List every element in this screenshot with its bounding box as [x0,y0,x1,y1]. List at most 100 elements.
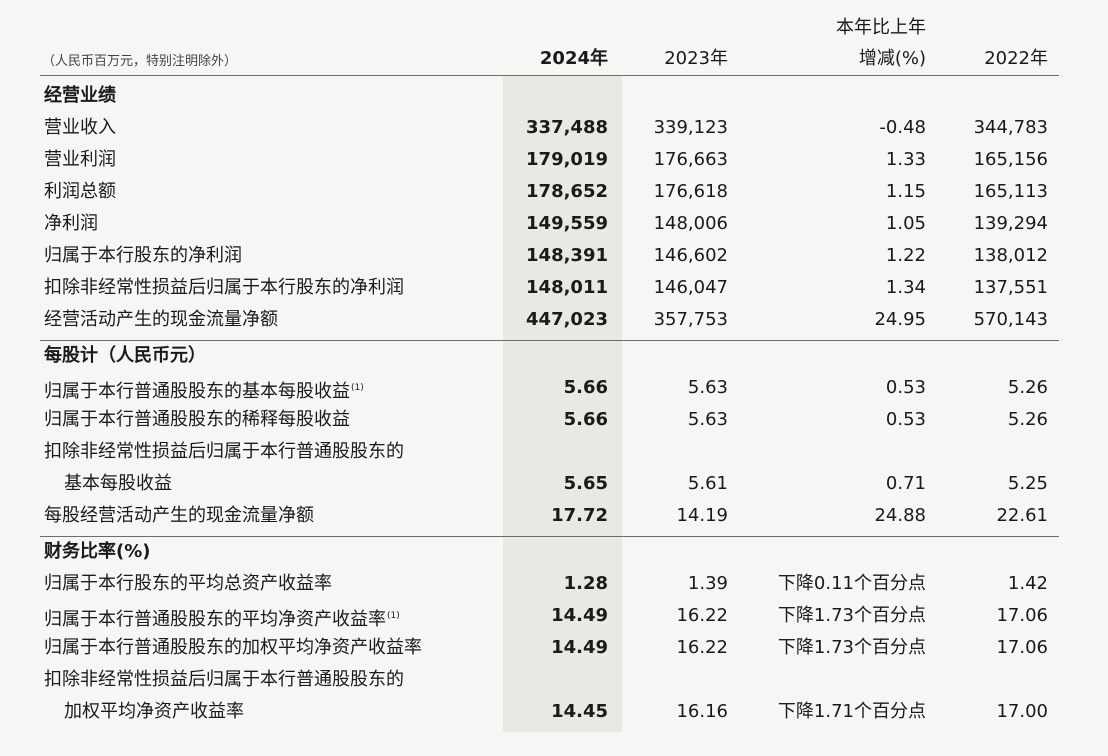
value-change: 下降1.73个百分点 [777,637,926,658]
row-label: 基本每股收益 [64,473,172,494]
row-label: 归属于本行股东的净利润 [44,245,242,266]
divider-line [40,75,1059,76]
table-row: 营业利润 179,019 176,663 1.33 165,156 [0,144,1108,176]
row-label: 营业利润 [44,149,116,170]
value-change: 1.34 [885,277,926,298]
value-2023: 176,663 [653,149,728,170]
value-change: 1.33 [885,149,926,170]
row-label: 每股经营活动产生的现金流量净额 [44,505,314,526]
divider-line [40,340,1059,341]
value-2024: 447,023 [526,309,608,330]
unit-note: （人民币百万元，特别注明除外） [42,54,238,69]
row-label: 归属于本行普通股股东的平均净资产收益率(1) [44,609,400,630]
row-label: 利润总额 [44,181,116,202]
value-2023: 357,753 [653,309,728,330]
row-label: 营业收入 [44,117,116,138]
section-header: 财务比率(%) [0,536,1108,568]
value-change: 0.71 [885,473,926,494]
column-header-change-line1: 本年比上年 [836,17,926,38]
footnote-marker: (1) [387,611,400,621]
value-2024: 148,391 [526,245,608,266]
value-2023: 146,047 [653,277,728,298]
value-change: 1.15 [885,181,926,202]
value-2022: 138,012 [973,245,1048,266]
table-row: 扣除非经常性损益后归属于本行股东的净利润 148,011 146,047 1.34 13… [0,272,1108,304]
row-label: 扣除非经常性损益后归属于本行股东的净利润 [44,277,404,298]
column-header-2023: 2023年 [664,48,728,69]
table-row: 营业收入 337,488 339,123 -0.48 344,783 [0,112,1108,144]
row-label: 归属于本行普通股股东的基本每股收益(1) [44,381,364,402]
table-row: 加权平均净资产收益率 14.45 16.16 下降1.71个百分点 17.00 [0,696,1108,728]
value-2022: 5.26 [1007,409,1048,430]
value-change: 24.95 [874,309,926,330]
table-row: 经营活动产生的现金流量净额 447,023 357,753 24.95 570,143 [0,304,1108,336]
table-row: 归属于本行普通股股东的加权平均净资产收益率 14.49 16.22 下降1.73个百分… [0,632,1108,664]
value-2022: 165,113 [973,181,1048,202]
value-2024: 1.28 [563,573,608,594]
value-2024: 5.66 [563,377,608,398]
section-header: 每股计（人民币元） [0,340,1108,372]
value-2022: 22.61 [996,505,1048,526]
value-2023: 5.63 [687,409,728,430]
current-year-highlight [503,76,622,732]
row-label: 加权平均净资产收益率 [64,701,244,722]
value-2022: 17.00 [996,701,1048,722]
table-row: 归属于本行普通股股东的基本每股收益(1) 5.66 5.63 0.53 5.26 [0,372,1108,404]
value-2023: 1.39 [687,573,728,594]
section-title: 财务比率(%) [44,541,151,562]
section-title: 每股计（人民币元） [44,345,206,366]
value-change: 0.53 [885,377,926,398]
value-2022: 344,783 [973,117,1048,138]
value-2022: 17.06 [996,605,1048,626]
value-2022: 5.25 [1007,473,1048,494]
table-row-label-line: 扣除非经常性损益后归属于本行普通股股东的 [0,664,1108,696]
row-label: 归属于本行普通股股东的稀释每股收益 [44,409,350,430]
row-label: 归属于本行普通股股东的加权平均净资产收益率 [44,637,422,658]
value-2023: 5.61 [687,473,728,494]
value-change: -0.48 [879,117,926,138]
value-2024: 5.66 [563,409,608,430]
value-2024: 5.65 [563,473,608,494]
value-2023: 339,123 [653,117,728,138]
value-2022: 17.06 [996,637,1048,658]
divider-line [40,536,1059,537]
value-2022: 5.26 [1007,377,1048,398]
value-change: 下降0.11个百分点 [777,573,926,594]
value-2023: 146,602 [653,245,728,266]
value-2024: 179,019 [526,149,608,170]
column-header-2024: 2024年 [539,48,608,69]
value-2024: 178,652 [526,181,608,202]
value-2024: 149,559 [526,213,608,234]
row-label: 净利润 [44,213,98,234]
value-change: 下降1.73个百分点 [777,605,926,626]
value-2023: 14.19 [676,505,728,526]
table-row: 归属于本行普通股股东的稀释每股收益 5.66 5.63 0.53 5.26 [0,404,1108,436]
value-2024: 17.72 [551,505,608,526]
value-2022: 139,294 [973,213,1048,234]
value-change: 0.53 [885,409,926,430]
value-2023: 148,006 [653,213,728,234]
section-title: 经营业绩 [44,85,116,106]
value-2023: 176,618 [653,181,728,202]
table-row: 归属于本行普通股股东的平均净资产收益率(1) 14.49 16.22 下降1.73个百… [0,600,1108,632]
footnote-marker: (1) [351,383,364,393]
value-2024: 14.49 [551,637,608,658]
table-row: 净利润 149,559 148,006 1.05 139,294 [0,208,1108,240]
value-change: 24.88 [874,505,926,526]
value-2023: 16.16 [676,701,728,722]
row-label: 扣除非经常性损益后归属于本行普通股股东的 [44,441,404,462]
value-2024: 14.45 [551,701,608,722]
value-change: 1.05 [885,213,926,234]
value-change: 下降1.71个百分点 [777,701,926,722]
value-2022: 137,551 [973,277,1048,298]
table-row: 基本每股收益 5.65 5.61 0.71 5.25 [0,468,1108,500]
table-row-label-line: 扣除非经常性损益后归属于本行普通股股东的 [0,436,1108,468]
column-header-2022: 2022年 [984,48,1048,69]
value-2023: 16.22 [676,605,728,626]
value-2022: 1.42 [1007,573,1048,594]
value-2024: 148,011 [526,277,608,298]
value-2024: 14.49 [551,605,608,626]
table-row: 归属于本行股东的平均总资产收益率 1.28 1.39 下降0.11个百分点 1.42 [0,568,1108,600]
table-row: 每股经营活动产生的现金流量净额 17.72 14.19 24.88 22.61 [0,500,1108,532]
value-2024: 337,488 [526,117,608,138]
